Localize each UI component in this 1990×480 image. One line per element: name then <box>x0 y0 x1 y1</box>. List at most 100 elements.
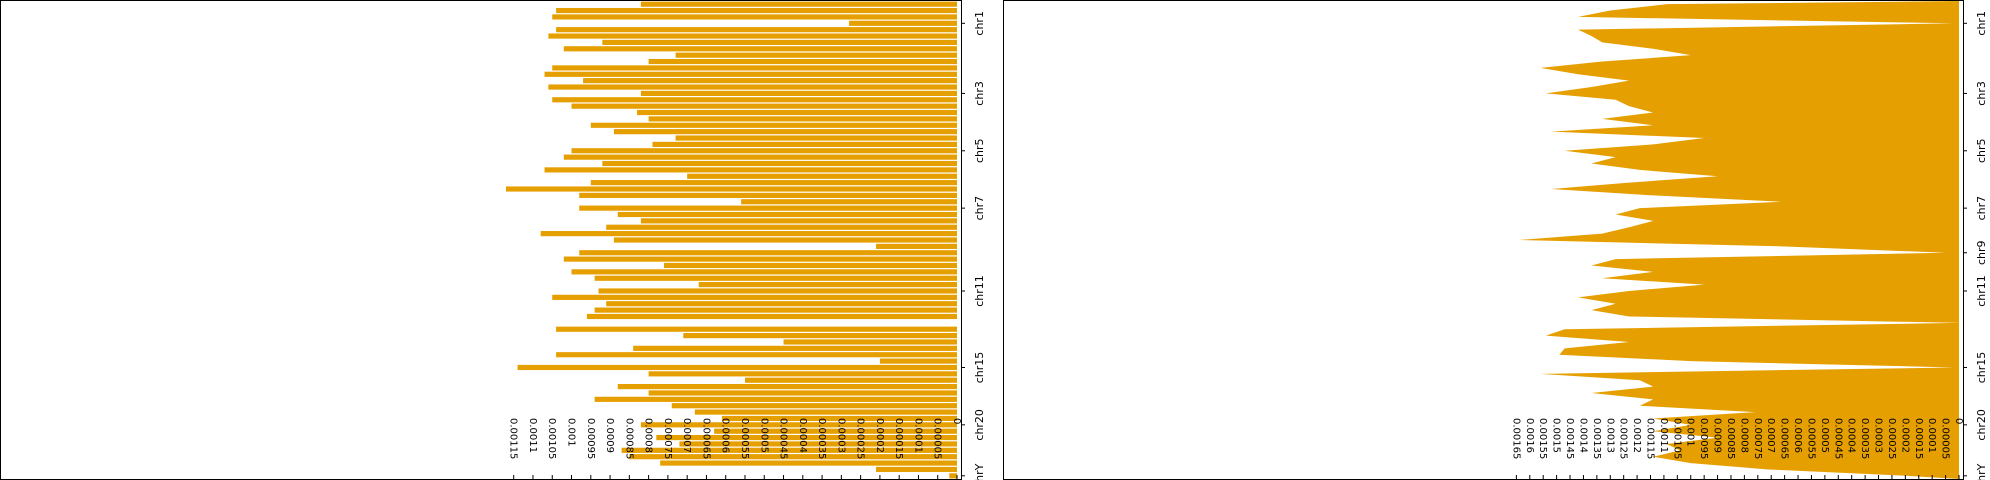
x-tick-label: 0.00115 <box>1645 418 1656 459</box>
bar <box>876 243 957 249</box>
x-tick-label: 0.0001 <box>1926 418 1937 453</box>
x-tick-label: 0.00035 <box>1859 418 1870 459</box>
x-tick-label: 0.00095 <box>1698 418 1709 459</box>
bar <box>548 33 957 39</box>
x-tick-label: 0.00005 <box>1940 418 1951 459</box>
bar <box>640 90 957 96</box>
bar <box>517 364 957 371</box>
y-tick-label: chr7 <box>973 196 986 221</box>
bar <box>640 1 957 7</box>
bar <box>602 160 957 167</box>
x-tick-label: 0.0011 <box>1658 418 1669 453</box>
bar <box>660 460 957 466</box>
bar <box>579 205 957 211</box>
bar <box>648 58 957 65</box>
bar <box>563 256 957 262</box>
bar <box>741 199 957 205</box>
bar <box>563 154 957 160</box>
bar <box>586 313 957 320</box>
x-tick-label: 0.0001 <box>912 418 923 453</box>
x-tick-label: 0.0004 <box>797 418 808 453</box>
bar <box>949 473 957 479</box>
x-tick-label: 0.00065 <box>700 418 711 459</box>
x-tick-label: 0.0002 <box>874 418 885 453</box>
bar <box>714 428 957 434</box>
bar <box>544 167 957 173</box>
x-tick-label: 0.00015 <box>893 418 904 459</box>
bar <box>602 39 957 46</box>
x-tick-label: 0.00005 <box>932 418 943 459</box>
bar <box>552 294 957 300</box>
bar <box>594 307 957 313</box>
x-tick-label: 0.001 <box>566 418 577 447</box>
bar <box>544 71 957 77</box>
y-tick-label: chr15 <box>973 352 986 384</box>
x-tick-label: 0.00055 <box>739 418 750 459</box>
bar <box>505 186 957 192</box>
bar <box>640 422 957 428</box>
y-tick-label: chr3 <box>973 81 986 106</box>
x-tick-label: 0.00035 <box>816 418 827 459</box>
x-tick-label: 0.00065 <box>1779 418 1790 459</box>
y-tick-label: chr11 <box>1975 275 1988 307</box>
bar <box>556 7 957 14</box>
bar <box>648 371 957 377</box>
x-tick-label: 0.0003 <box>1873 418 1884 453</box>
x-tick-label: 0.00015 <box>1913 418 1924 459</box>
x-tick-label: 0.00025 <box>1886 418 1897 459</box>
bar <box>556 326 957 332</box>
x-tick-label: 0.0015 <box>1551 418 1562 453</box>
bar <box>594 396 957 402</box>
bar <box>679 441 957 447</box>
bar <box>744 377 957 383</box>
bar <box>552 97 957 103</box>
x-tick-label: 0.0004 <box>1846 418 1857 453</box>
y-tick-label: chr5 <box>1975 138 1988 163</box>
bar <box>633 345 957 351</box>
x-tick-label: 0.0009 <box>604 418 615 453</box>
bar <box>698 282 957 288</box>
x-tick-label: 0.00085 <box>1725 418 1736 459</box>
bar <box>671 403 957 409</box>
bar <box>590 122 957 128</box>
bar <box>849 20 957 26</box>
y-tick-label: chrY <box>1975 463 1988 480</box>
bar <box>583 78 957 84</box>
x-tick-label: 0.00045 <box>1832 418 1843 459</box>
bar <box>571 148 957 154</box>
x-tick-label: 0.0008 <box>1738 418 1749 453</box>
bar <box>556 27 957 33</box>
x-tick-label: 0.0006 <box>720 418 731 453</box>
bar <box>675 135 957 141</box>
bar <box>606 301 957 307</box>
bar <box>876 466 957 473</box>
bar <box>783 339 957 345</box>
x-tick-label: 0.00125 <box>1618 418 1629 459</box>
bar <box>621 447 957 453</box>
bar <box>552 14 957 20</box>
bar <box>579 250 957 256</box>
y-tick-label: chr5 <box>973 138 986 163</box>
bar <box>687 173 957 179</box>
x-tick-label: 0.0005 <box>1819 418 1830 453</box>
bar <box>648 390 957 396</box>
bar <box>879 358 957 364</box>
bar <box>675 52 957 58</box>
bar <box>579 192 957 198</box>
y-tick-label: chrY <box>973 463 986 480</box>
y-tick-label: chr11 <box>973 275 986 307</box>
x-tick-label: 0.00085 <box>623 418 634 459</box>
bar <box>652 141 957 147</box>
x-tick-label: 0.0012 <box>1631 418 1642 453</box>
bar <box>552 65 957 71</box>
bar <box>648 116 957 122</box>
bar <box>629 454 957 460</box>
x-tick-label: 0.00075 <box>662 418 673 459</box>
x-tick-label: 0.00055 <box>1805 418 1816 459</box>
x-tick-label: 0.00095 <box>585 418 596 459</box>
x-tick-label: 0.00025 <box>855 418 866 459</box>
bar <box>571 103 957 109</box>
x-tick-label: 0.0013 <box>1604 418 1615 453</box>
x-tick-label: 0.0014 <box>1577 418 1588 453</box>
